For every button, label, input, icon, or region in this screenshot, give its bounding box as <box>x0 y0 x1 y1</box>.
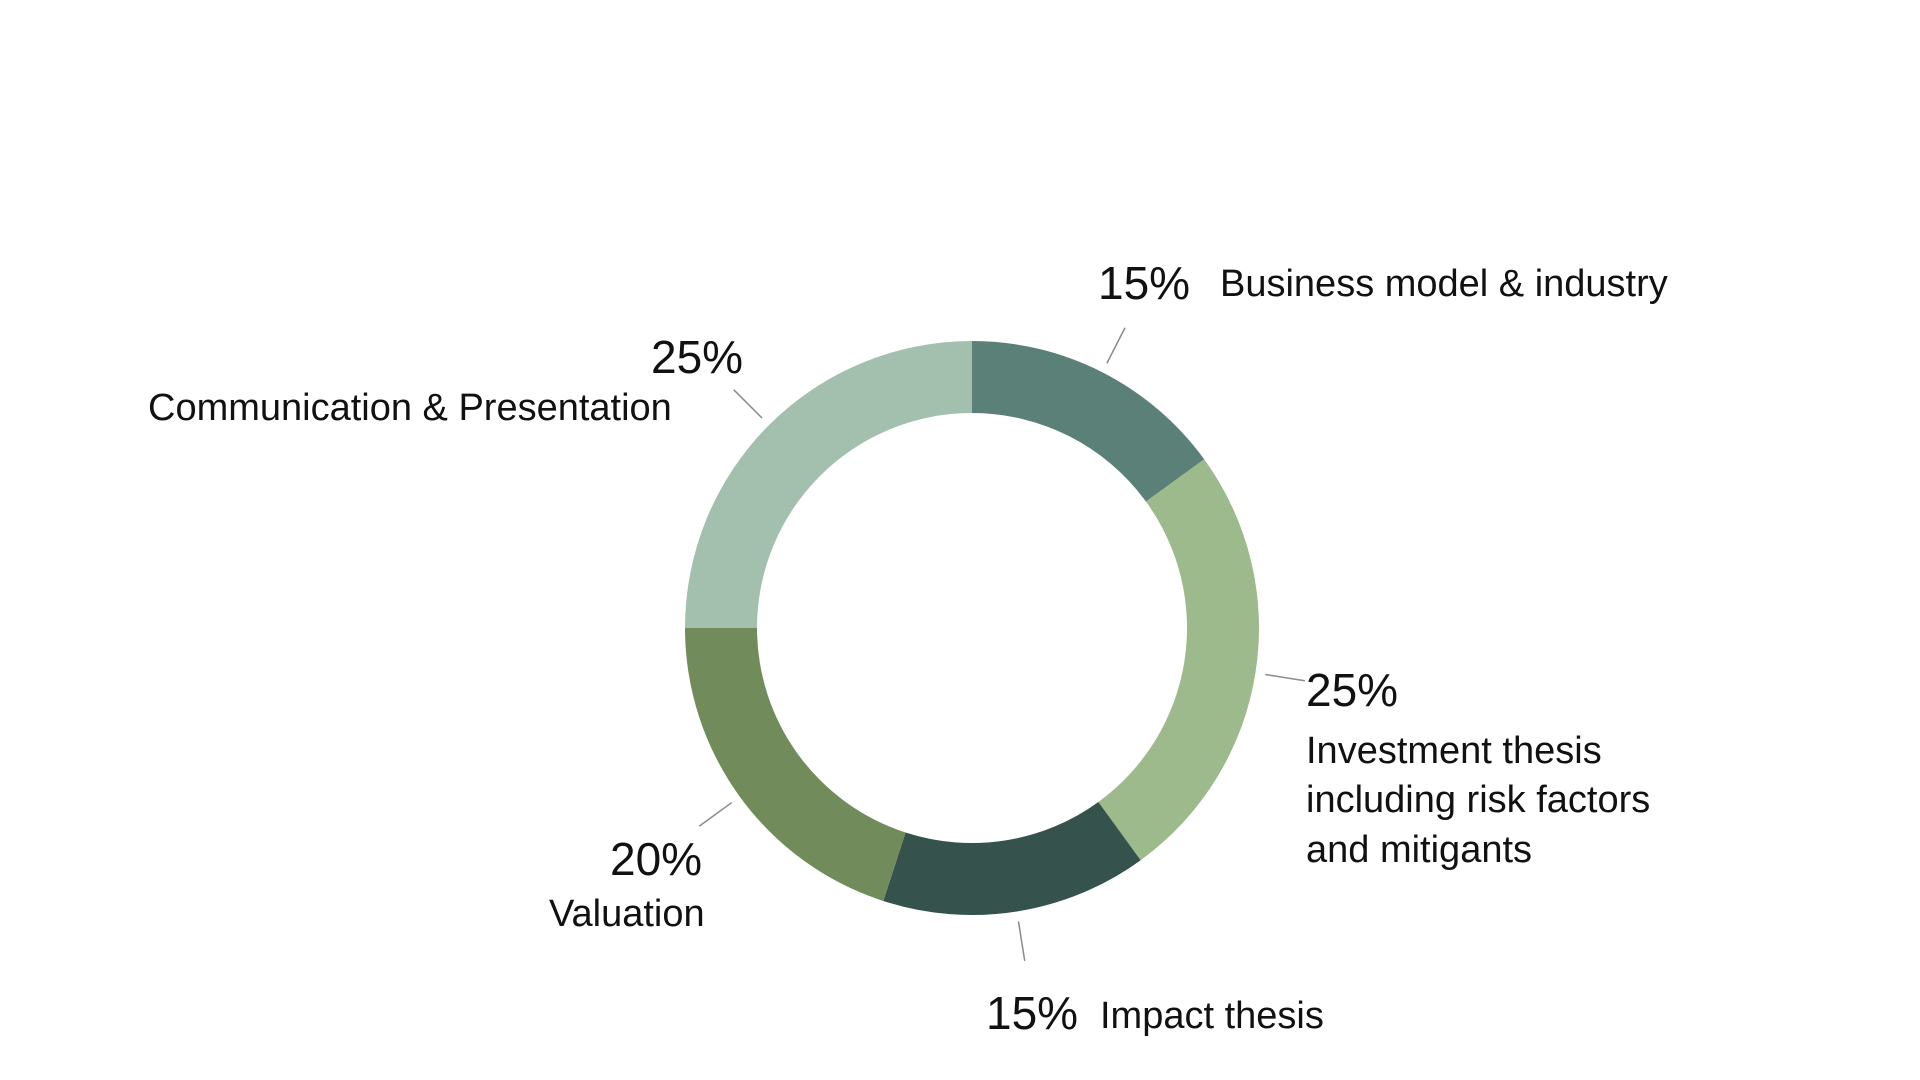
slice-category-label: Valuation <box>549 893 705 935</box>
slice-category-label-line: including risk factors <box>1306 779 1651 822</box>
slice-value-label: 15% <box>1098 257 1191 309</box>
slice-category-label: Impact thesis <box>1100 995 1324 1037</box>
slice-value-label: 15% <box>986 987 1079 1039</box>
slice-category-label-line: Investment thesis <box>1306 730 1602 772</box>
donut-slice <box>972 341 1205 502</box>
slice-category-label-line: and mitigants <box>1306 828 1533 871</box>
slice-value-label: 25% <box>651 331 744 383</box>
slice-category-label: Business model & industry <box>1220 263 1668 305</box>
leader-line <box>1017 921 1026 961</box>
donut-slice <box>685 628 906 901</box>
leader-line <box>733 389 763 419</box>
leader-line <box>698 801 733 827</box>
slice-value-label: 25% <box>1306 664 1399 716</box>
leader-line <box>1106 327 1126 364</box>
donut-slice <box>883 801 1141 915</box>
slice-value-label: 20% <box>610 833 703 885</box>
donut-slice <box>685 341 972 628</box>
leader-line <box>1265 673 1305 682</box>
slice-category-label: Communication & Presentation <box>148 387 672 429</box>
slice-category-label: Investment thesis including risk factors… <box>1306 727 1650 875</box>
donut-slice <box>1098 459 1259 861</box>
